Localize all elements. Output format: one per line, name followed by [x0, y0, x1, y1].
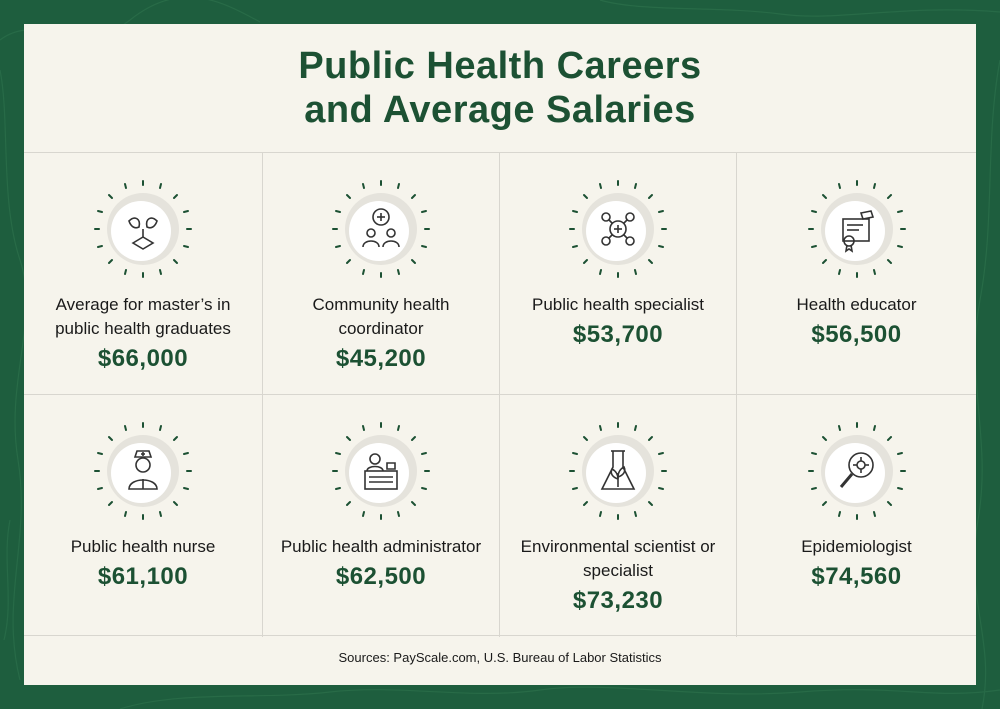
title-line-1: Public Health Careers	[298, 45, 702, 87]
career-title: Health educator	[796, 295, 917, 314]
career-title: Environmental scientist or specialist	[520, 537, 716, 580]
career-salary: $74,560	[811, 563, 902, 590]
nurse-icon	[91, 419, 195, 523]
virus-magnifier-icon	[805, 419, 909, 523]
infographic-card: Public Health Careers and Average Salari…	[24, 24, 976, 685]
career-title: Public health specialist	[532, 295, 704, 314]
career-card: Epidemiologist $74,560	[737, 395, 976, 637]
graduation-cap-hands-icon	[91, 177, 195, 281]
career-card: Public health nurse $61,100	[24, 395, 263, 637]
career-salary: $73,230	[572, 587, 664, 614]
career-salary: $62,500	[335, 563, 427, 590]
career-title: Average for master’s in public health gr…	[55, 295, 231, 338]
career-title: Public health administrator	[280, 537, 482, 556]
title-line-2: and Average Salaries	[304, 89, 696, 131]
careers-grid: Average for master’s in public health gr…	[24, 152, 976, 637]
sources-footnote: Sources: PayScale.com, U.S. Bureau of La…	[338, 650, 662, 665]
career-salary: $66,000	[97, 345, 189, 372]
career-card: Average for master’s in public health gr…	[24, 153, 263, 395]
career-title: Epidemiologist	[801, 537, 912, 556]
community-group-icon	[329, 177, 433, 281]
health-network-icon	[566, 177, 670, 281]
page-title: Public Health Careers and Average Salari…	[24, 24, 976, 152]
career-title: Public health nurse	[70, 537, 216, 556]
plant-flask-icon	[566, 419, 670, 523]
career-title: Community health coordinator	[312, 295, 450, 338]
career-card: Community health coordinator $45,200	[263, 153, 500, 395]
career-card: Public health administrator $62,500	[263, 395, 500, 637]
career-salary: $61,100	[97, 563, 189, 590]
career-salary: $45,200	[335, 345, 427, 372]
career-salary: $53,700	[572, 321, 664, 348]
career-salary: $56,500	[811, 321, 902, 348]
career-card: Health educator $56,500	[737, 153, 976, 395]
career-card: Public health specialist $53,700	[500, 153, 737, 395]
administrator-desk-icon	[329, 419, 433, 523]
career-card: Environmental scientist or specialist $7…	[500, 395, 737, 637]
diploma-certificate-icon	[805, 177, 909, 281]
